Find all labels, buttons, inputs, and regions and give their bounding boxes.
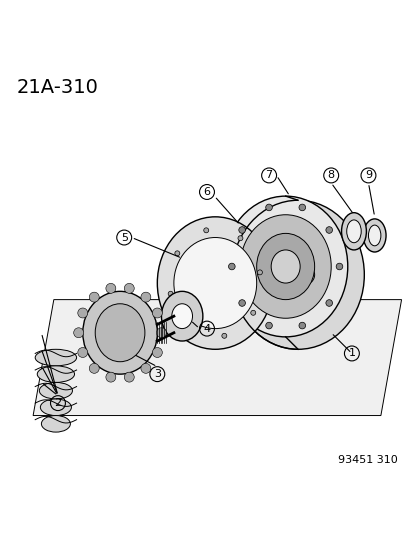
- Text: 9: 9: [364, 171, 371, 180]
- Circle shape: [124, 284, 134, 293]
- Ellipse shape: [223, 196, 347, 337]
- Circle shape: [152, 308, 162, 318]
- Circle shape: [174, 251, 179, 256]
- Circle shape: [238, 300, 245, 306]
- Ellipse shape: [173, 238, 256, 329]
- Circle shape: [89, 292, 99, 302]
- Text: 1: 1: [348, 349, 354, 358]
- Text: 3: 3: [154, 369, 160, 379]
- Text: 6: 6: [203, 187, 210, 197]
- Ellipse shape: [171, 304, 192, 329]
- Ellipse shape: [240, 215, 330, 318]
- Text: 21A-310: 21A-310: [17, 78, 98, 97]
- Ellipse shape: [271, 250, 299, 283]
- Circle shape: [265, 204, 272, 211]
- Circle shape: [237, 236, 242, 241]
- Circle shape: [257, 270, 262, 275]
- Ellipse shape: [83, 292, 157, 374]
- Circle shape: [221, 333, 226, 338]
- Circle shape: [238, 227, 245, 233]
- Ellipse shape: [95, 304, 145, 362]
- Ellipse shape: [35, 349, 76, 366]
- Circle shape: [106, 372, 116, 382]
- Circle shape: [89, 364, 99, 373]
- Circle shape: [168, 291, 173, 296]
- Circle shape: [140, 364, 150, 373]
- Text: 2: 2: [54, 398, 62, 408]
- Text: 7: 7: [265, 171, 272, 180]
- Circle shape: [78, 348, 88, 358]
- Circle shape: [78, 308, 88, 318]
- Circle shape: [325, 300, 332, 306]
- Circle shape: [265, 322, 272, 329]
- Text: 8: 8: [327, 171, 334, 180]
- Ellipse shape: [37, 366, 74, 382]
- Circle shape: [335, 263, 342, 270]
- Ellipse shape: [39, 382, 72, 399]
- Circle shape: [228, 263, 235, 270]
- Circle shape: [187, 326, 192, 330]
- Text: 4: 4: [203, 324, 210, 334]
- Circle shape: [325, 227, 332, 233]
- Circle shape: [124, 372, 134, 382]
- Circle shape: [156, 328, 166, 338]
- Ellipse shape: [41, 416, 70, 432]
- Circle shape: [140, 292, 150, 302]
- Ellipse shape: [363, 219, 385, 252]
- Ellipse shape: [341, 213, 366, 250]
- Circle shape: [250, 310, 255, 316]
- Ellipse shape: [161, 292, 202, 341]
- Ellipse shape: [368, 225, 380, 246]
- Text: 5: 5: [121, 232, 127, 243]
- Ellipse shape: [231, 200, 363, 349]
- Circle shape: [152, 348, 162, 358]
- Ellipse shape: [256, 233, 314, 300]
- Ellipse shape: [157, 217, 273, 349]
- Ellipse shape: [40, 399, 71, 416]
- Circle shape: [203, 228, 208, 233]
- Text: 93451 310: 93451 310: [337, 455, 396, 465]
- Circle shape: [298, 204, 305, 211]
- Polygon shape: [33, 300, 401, 416]
- Circle shape: [106, 284, 116, 293]
- Circle shape: [74, 328, 83, 338]
- Ellipse shape: [346, 220, 360, 243]
- Circle shape: [298, 322, 305, 329]
